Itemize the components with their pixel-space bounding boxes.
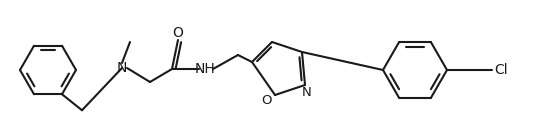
Text: N: N [117,61,127,75]
Text: O: O [262,94,272,108]
Text: NH: NH [195,62,216,76]
Text: N: N [302,87,312,100]
Text: Cl: Cl [494,63,508,77]
Text: O: O [173,26,184,40]
